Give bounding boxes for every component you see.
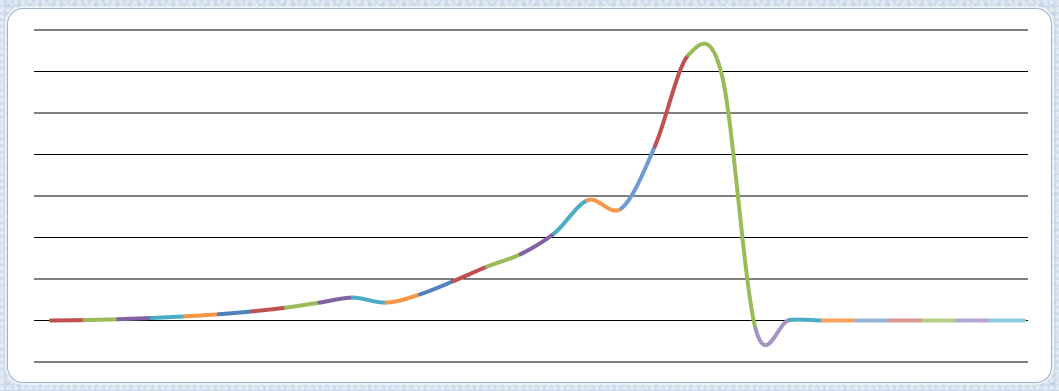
line-segment: [787, 317, 825, 323]
line-segment: [485, 252, 523, 269]
line-segment: [183, 312, 221, 319]
line-segment: [384, 292, 423, 305]
line-segment: [317, 295, 355, 305]
line-segment: [518, 231, 557, 257]
line-segment: [250, 305, 288, 314]
data-series-line: [49, 41, 1026, 348]
line-segment: [652, 52, 691, 149]
line-segment: [283, 300, 322, 310]
line-segment: [350, 295, 389, 305]
line-segment: [686, 41, 725, 78]
line-segment: [82, 317, 121, 323]
line-segment: [216, 309, 255, 317]
line-segment: [753, 318, 792, 348]
line-segment: [585, 197, 624, 213]
line-segment: [418, 279, 456, 297]
line-segment: [451, 264, 490, 284]
gridlines: [34, 29, 1028, 363]
line-segment: [619, 144, 657, 211]
chart-frame: [7, 8, 1052, 383]
line-segment: [552, 198, 590, 236]
line-segment: [149, 314, 188, 321]
line-segment: [720, 73, 758, 331]
line-segment: [116, 316, 154, 322]
line-chart: [34, 29, 1028, 363]
